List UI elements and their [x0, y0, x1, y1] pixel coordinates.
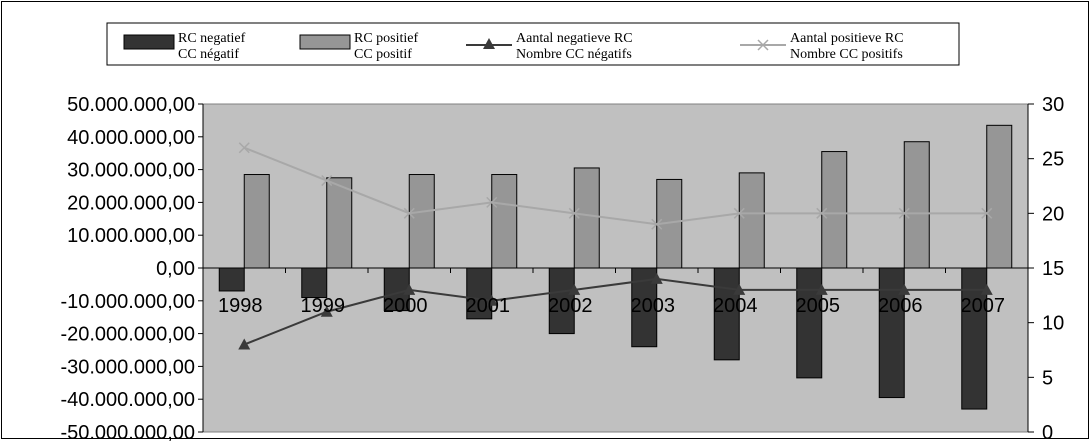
legend-label-1b: CC négatif: [178, 47, 239, 62]
bar-positive: [492, 175, 517, 268]
x-tick-label: 2001: [466, 295, 511, 317]
x-tick-label: 1999: [301, 295, 346, 317]
right-tick-label: 20: [1042, 203, 1064, 225]
bar-positive: [904, 142, 929, 268]
left-tick-label: -20.000.000,00: [60, 324, 195, 346]
left-tick-label: 40.000.000,00: [67, 127, 195, 149]
legend: RC negatief CC négatif RC positief CC po…: [107, 23, 959, 65]
bar-positive: [739, 173, 764, 268]
right-axis: 30 25 20 15 10 5 0: [1028, 94, 1064, 441]
bar-negative: [219, 268, 244, 291]
bar-positive: [327, 178, 352, 268]
right-tick-label: 5: [1042, 367, 1053, 389]
left-tick-label: 30.000.000,00: [67, 160, 195, 182]
right-tick-label: 0: [1042, 422, 1053, 441]
left-axis: 50.000.000,00 40.000.000,00 30.000.000,00 2…: [60, 94, 203, 441]
legend-label-2b: CC positif: [354, 47, 412, 62]
left-tick-label: -50.000.000,00: [60, 422, 195, 441]
x-tick-label: 2002: [548, 295, 593, 317]
legend-label-1a: RC negatief: [178, 31, 246, 46]
left-tick-label: 0,00: [156, 258, 195, 280]
bar-positive: [244, 175, 269, 268]
right-tick-label: 15: [1042, 258, 1064, 280]
bar-negative: [302, 268, 327, 298]
left-tick-label: -40.000.000,00: [60, 389, 195, 411]
bar-negative: [879, 268, 904, 398]
x-tick-label: 2007: [961, 295, 1006, 317]
right-tick-label: 25: [1042, 149, 1064, 171]
left-tick-label: 10.000.000,00: [67, 225, 195, 247]
left-tick-label: -10.000.000,00: [60, 291, 195, 313]
left-tick-label: 20.000.000,00: [67, 192, 195, 214]
x-tick-label: 1998: [218, 295, 263, 317]
x-tick-label: 2003: [631, 295, 676, 317]
bar-negative: [797, 268, 822, 378]
legend-label-3a: Aantal negatieve RC: [516, 31, 633, 46]
bar-positive: [987, 125, 1012, 268]
legend-label-4a: Aantal positieve RC: [790, 31, 904, 46]
left-tick-label: -30.000.000,00: [60, 356, 195, 378]
right-tick-label: 10: [1042, 313, 1064, 335]
x-tick-label: 2006: [878, 295, 923, 317]
x-tick-label: 2005: [796, 295, 841, 317]
legend-label-3b: Nombre CC négatifs: [516, 47, 632, 62]
x-tick-label: 2004: [713, 295, 758, 317]
legend-label-4b: Nombre CC positifs: [790, 47, 903, 62]
legend-swatch-neg-bar: [124, 35, 174, 49]
bar-positive: [409, 175, 434, 268]
right-tick-label: 30: [1042, 94, 1064, 116]
x-tick-label: 2000: [383, 295, 428, 317]
legend-label-2a: RC positief: [354, 31, 419, 46]
left-tick-label: 50.000.000,00: [67, 94, 195, 116]
legend-swatch-pos-bar: [300, 35, 350, 49]
